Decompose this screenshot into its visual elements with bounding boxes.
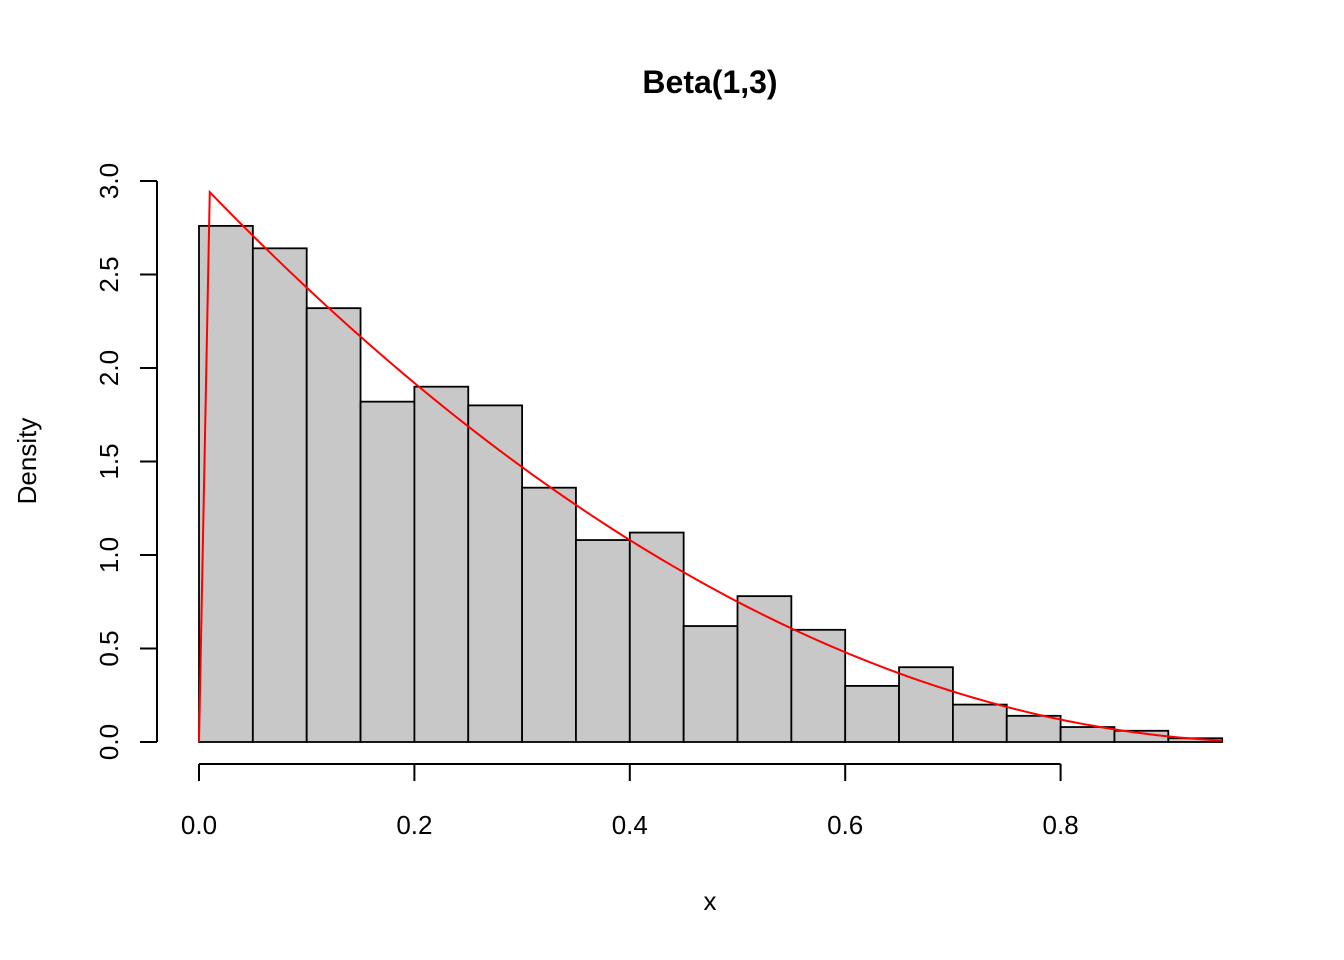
y-tick-label: 3.0 bbox=[94, 163, 124, 199]
histogram-bar bbox=[467, 404, 523, 743]
x-tick-label: 0.0 bbox=[181, 810, 217, 840]
y-tick-label: 1.0 bbox=[94, 537, 124, 573]
density-curve-line bbox=[198, 189, 1223, 743]
x-tick-label: 0.8 bbox=[1043, 810, 1079, 840]
x-tick-label: 0.4 bbox=[612, 810, 648, 840]
x-tick-label: 0.2 bbox=[396, 810, 432, 840]
y-axis-label: Density bbox=[12, 418, 42, 505]
density-curve-layer bbox=[198, 189, 1223, 743]
histogram-bar bbox=[251, 247, 308, 743]
x-tick-label: 0.6 bbox=[827, 810, 863, 840]
histogram-bar bbox=[413, 385, 470, 743]
y-tick-label: 1.5 bbox=[94, 443, 124, 479]
x-axis-label: x bbox=[704, 886, 717, 916]
histogram-bar bbox=[628, 531, 685, 743]
histogram-bar bbox=[305, 307, 362, 743]
histogram-bar bbox=[1005, 714, 1062, 743]
histogram-bar bbox=[575, 539, 631, 743]
x-axis: 0.0 0.2 0.4 0.6 0.8 bbox=[181, 763, 1079, 840]
histogram-bar bbox=[359, 400, 416, 743]
histogram-bar bbox=[682, 625, 739, 743]
y-tick-label: 2.0 bbox=[94, 350, 124, 386]
histogram-bar bbox=[952, 703, 1008, 743]
histogram-bar bbox=[898, 666, 954, 743]
y-tick-label: 0.0 bbox=[94, 724, 124, 760]
histogram-bar bbox=[1059, 726, 1116, 743]
chart-title: Beta(1,3) bbox=[642, 64, 777, 100]
histogram-bar bbox=[790, 628, 847, 743]
histogram-bar bbox=[521, 486, 577, 743]
histogram-bar bbox=[736, 595, 793, 743]
y-axis: 0.0 0.5 1.0 1.5 2.0 2.5 3.0 bbox=[94, 163, 158, 760]
y-tick-label: 0.5 bbox=[94, 630, 124, 666]
histogram-bars bbox=[198, 224, 1224, 743]
histogram-bar bbox=[844, 685, 900, 743]
y-tick-label: 2.5 bbox=[94, 256, 124, 292]
